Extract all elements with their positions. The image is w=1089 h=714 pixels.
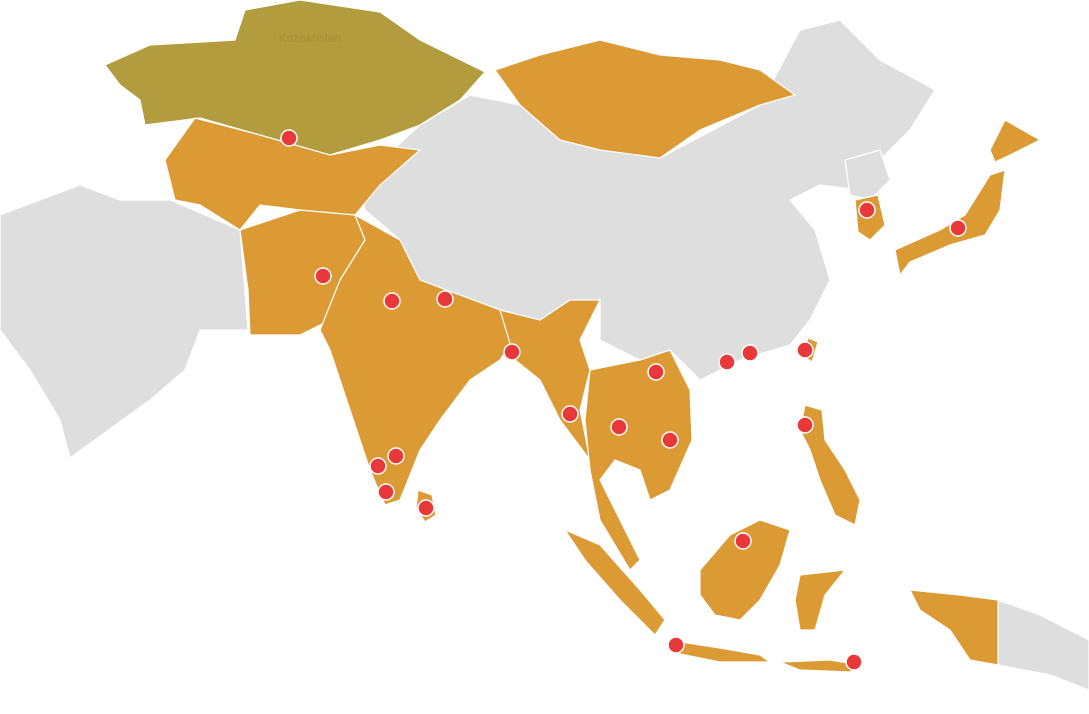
region-kazakhstan[interactable] <box>104 0 486 156</box>
region-north-korea[interactable] <box>844 149 891 201</box>
region-hokkaido[interactable] <box>989 119 1042 163</box>
region-mongolia[interactable] <box>494 39 797 159</box>
location-marker[interactable] <box>387 447 405 465</box>
region-new-guinea-west[interactable] <box>908 589 999 666</box>
region-japan[interactable] <box>894 169 1006 277</box>
location-marker[interactable] <box>741 344 759 362</box>
location-marker[interactable] <box>845 653 863 671</box>
location-marker[interactable] <box>734 532 752 550</box>
region-sulawesi[interactable] <box>794 569 847 631</box>
location-marker[interactable] <box>369 457 387 475</box>
location-marker[interactable] <box>383 292 401 310</box>
location-marker[interactable] <box>610 418 628 436</box>
location-marker[interactable] <box>561 405 579 423</box>
location-marker[interactable] <box>647 363 665 381</box>
location-marker[interactable] <box>949 219 967 237</box>
location-marker[interactable] <box>796 416 814 434</box>
location-marker[interactable] <box>314 267 332 285</box>
marker-layer <box>280 129 967 671</box>
region-borneo[interactable] <box>699 519 791 621</box>
region-india[interactable] <box>319 213 521 506</box>
location-marker[interactable] <box>280 129 298 147</box>
location-marker[interactable] <box>436 290 454 308</box>
location-marker[interactable] <box>661 431 679 449</box>
region-bangladesh-myanmar[interactable] <box>499 299 601 461</box>
location-marker[interactable] <box>417 499 435 517</box>
location-marker[interactable] <box>377 483 395 501</box>
location-marker[interactable] <box>718 353 736 371</box>
location-marker[interactable] <box>503 343 521 361</box>
region-philippines[interactable] <box>799 404 861 526</box>
location-marker[interactable] <box>667 636 685 654</box>
region-southeast-asia[interactable] <box>584 349 693 571</box>
location-marker[interactable] <box>796 341 814 359</box>
region-papua-new-guinea[interactable] <box>997 599 1089 691</box>
label-kazakhstan: Kazakhstan <box>279 31 342 45</box>
region-middle-east[interactable] <box>0 184 249 460</box>
region-sumatra[interactable] <box>563 528 666 636</box>
location-marker[interactable] <box>858 201 876 219</box>
region-java[interactable] <box>667 639 772 663</box>
